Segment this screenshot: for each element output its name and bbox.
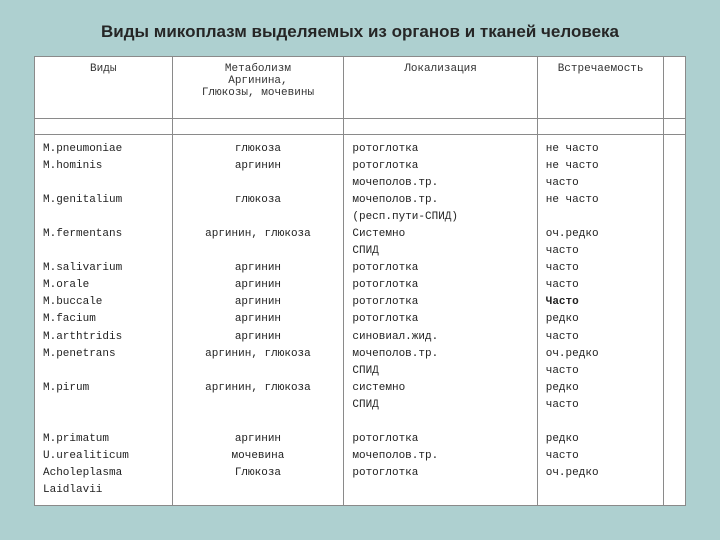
table-spacer-row bbox=[35, 119, 686, 135]
col-metabolism: глюкозааргинин глюкоза аргинин, глюкоза … bbox=[172, 135, 344, 506]
col-empty bbox=[664, 135, 686, 506]
slide: Виды микоплазм выделяемых из органов и т… bbox=[0, 0, 720, 540]
header-text: Локализация bbox=[350, 63, 530, 75]
header-text: МетаболизмАргинина,Глюкозы, мочевины bbox=[179, 63, 338, 99]
header-empty bbox=[664, 57, 686, 119]
header-text: Виды bbox=[41, 63, 166, 75]
header-frequency: Встречаемость bbox=[537, 57, 664, 119]
header-species: Виды bbox=[35, 57, 173, 119]
header-localization: Локализация bbox=[344, 57, 537, 119]
header-metabolism: МетаболизмАргинина,Глюкозы, мочевины bbox=[172, 57, 344, 119]
table-header-row: Виды МетаболизмАргинина,Глюкозы, мочевин… bbox=[35, 57, 686, 119]
header-text: Встречаемость bbox=[544, 63, 658, 75]
table-body-row: M.pneumoniaeM.hominis M.genitalium M.fer… bbox=[35, 135, 686, 506]
col-frequency: не частоне часточастоне часто оч.редкоча… bbox=[537, 135, 664, 506]
col-species: M.pneumoniaeM.hominis M.genitalium M.fer… bbox=[35, 135, 173, 506]
slide-title: Виды микоплазм выделяемых из органов и т… bbox=[34, 22, 686, 42]
col-localization: ротоглоткаротоглоткамочеполов.тр.мочепол… bbox=[344, 135, 537, 506]
mycoplasma-table: Виды МетаболизмАргинина,Глюкозы, мочевин… bbox=[34, 56, 686, 506]
